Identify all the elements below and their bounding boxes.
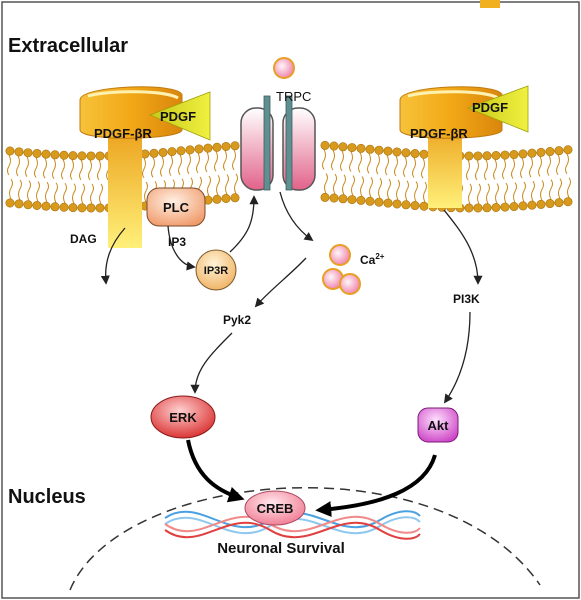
arrow-trpc-to-calcium: [279, 191, 314, 242]
calcium-ion-extracellular: [273, 57, 295, 79]
ip3r-label: IP3R: [204, 265, 229, 277]
arrow-receptor-to-dag: [100, 227, 126, 285]
calcium-charge: 2+: [375, 252, 384, 261]
extracellular-label: Extracellular: [8, 35, 128, 57]
plc-label: PLC: [163, 200, 190, 215]
arrow-ip3r-to-trpc: [229, 195, 259, 253]
left-receptor: [79, 86, 183, 248]
right-receptor: [399, 86, 503, 208]
calcium-symbol: Ca: [360, 253, 376, 267]
right-ligand-label: PDGF: [472, 100, 508, 115]
outcome-label: Neuronal Survival: [217, 540, 345, 557]
trpc-label: TRPC: [276, 89, 311, 104]
dna-helix: [164, 510, 421, 540]
nucleus-label: Nucleus: [8, 486, 86, 508]
corner-accent: [480, 0, 500, 8]
ip3r-node: [195, 249, 237, 291]
left-ligand-label: PDGF: [160, 109, 196, 124]
arrow-pyk2-to-erk: [190, 332, 233, 394]
creb-label: CREB: [257, 501, 294, 516]
erk-node: [150, 395, 216, 439]
trpc-channel: [240, 95, 316, 191]
pi3k-label: PI3K: [453, 292, 480, 306]
nuclear-arrows: [186, 439, 437, 518]
left-ligand-shape: [148, 91, 211, 141]
akt-label: Akt: [428, 418, 450, 433]
akt-node: [417, 407, 459, 443]
signaling-arrows: [100, 191, 483, 404]
erk-label: ERK: [169, 410, 197, 425]
right-receptor-label: PDGF-βR: [410, 126, 468, 141]
arrow-receptor-to-pi3k: [443, 209, 483, 285]
arrow-plc-to-ip3r: [167, 225, 196, 271]
calcium-ions-cytosol: [322, 244, 361, 295]
calcium-label: Ca2+: [360, 252, 385, 267]
creb-node: [244, 490, 306, 526]
left-receptor-label: PDGF-βR: [94, 126, 152, 141]
dag-label: DAG: [70, 232, 97, 246]
plc-node: [146, 187, 206, 227]
right-ligand-shape: [466, 85, 529, 133]
arrow-akt-to-creb: [315, 454, 437, 518]
pyk2-label: Pyk2: [223, 313, 251, 327]
arrow-calcium-to-pyk2: [254, 257, 307, 308]
arrow-erk-to-creb: [186, 439, 245, 503]
arrow-pi3k-to-akt: [443, 311, 471, 404]
